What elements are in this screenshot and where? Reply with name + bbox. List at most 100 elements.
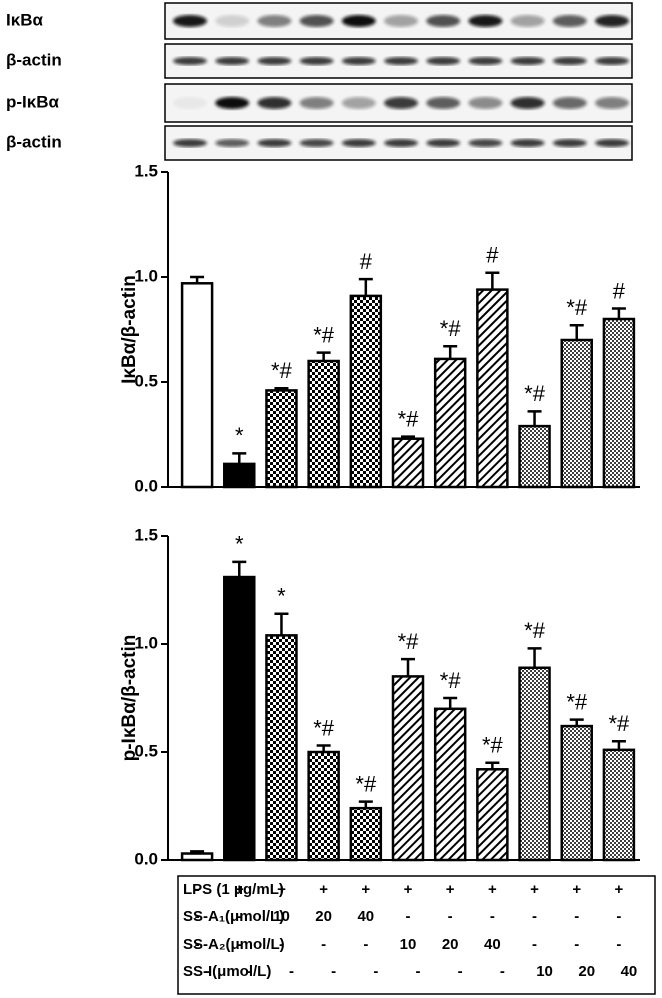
annotation: #: [613, 278, 626, 303]
bar: [223, 575, 256, 862]
error-bar: [485, 761, 500, 770]
bar: [602, 317, 636, 489]
bar: [349, 294, 383, 489]
cell: +: [277, 881, 286, 898]
table-frame: [177, 875, 656, 995]
cell: 10: [273, 908, 290, 925]
cell: -: [247, 963, 252, 980]
blot-band: [341, 15, 376, 27]
blot-band: [341, 139, 376, 147]
y-tick-label: 1.5: [134, 161, 158, 180]
blot-band: [173, 139, 207, 147]
cell: -: [448, 908, 453, 925]
blot-band: [384, 139, 418, 147]
blot-band: [299, 15, 334, 27]
blot-label: β-actin: [6, 50, 62, 69]
cell: -: [574, 908, 579, 925]
cell: -: [416, 963, 421, 980]
error-bar: [358, 800, 373, 809]
blot-band: [257, 15, 292, 27]
annotation: *#: [524, 381, 546, 406]
error-bar: [232, 560, 247, 578]
annotation: *#: [398, 629, 420, 654]
cell: -: [321, 936, 326, 953]
error-bar: [274, 612, 289, 636]
cell: 20: [315, 908, 332, 925]
blot-band: [468, 139, 503, 147]
error-bar: [443, 345, 458, 359]
error-bar: [401, 435, 415, 439]
blot-band: [341, 57, 376, 65]
bar: [180, 282, 214, 489]
cell: 40: [621, 963, 638, 980]
annotation: *#: [398, 406, 420, 431]
annotation: *#: [271, 358, 293, 383]
error-bar: [190, 275, 205, 284]
blot-band: [510, 139, 545, 147]
annotation: *#: [440, 316, 462, 341]
cell: -: [373, 963, 378, 980]
blot-band: [215, 139, 250, 147]
blot-band: [510, 57, 545, 65]
blot-band: [257, 139, 292, 147]
error-bar: [443, 696, 458, 709]
cell: +: [530, 881, 539, 898]
cell: -: [289, 963, 294, 980]
blot-band: [426, 15, 461, 27]
y-tick-label: 0.0: [134, 849, 158, 868]
blot-band: [173, 15, 207, 27]
error-bar: [401, 657, 415, 677]
bar: [433, 707, 467, 862]
error-bar: [316, 351, 331, 361]
blot-band: [552, 57, 587, 65]
y-tick-label: 1.0: [134, 266, 158, 285]
blot-band: [468, 57, 503, 65]
blot-band: [215, 57, 250, 65]
annotation: *#: [566, 295, 588, 320]
blot-band: [215, 15, 250, 27]
row-label: SS-A₁(μmol/L): [183, 908, 284, 925]
cell: 20: [578, 963, 595, 980]
blot-band: [426, 57, 461, 65]
bar: [518, 666, 551, 862]
cell: -: [331, 963, 336, 980]
cell: 10: [536, 963, 553, 980]
blot-band: [552, 15, 587, 27]
blot-label: p-IκBα: [6, 92, 60, 111]
blot-band: [299, 139, 334, 147]
cell: -: [406, 908, 411, 925]
cell: -: [616, 936, 621, 953]
bar: [476, 288, 509, 489]
cell: -: [237, 936, 242, 953]
blot-band: [595, 57, 629, 65]
error-bar: [358, 277, 373, 296]
error-bar: [569, 718, 584, 727]
blot-band: [173, 57, 207, 65]
cell: -: [616, 908, 621, 925]
blot-band: [510, 97, 545, 109]
row-label: LPS (1 μg/mL): [183, 881, 284, 898]
blot-band: [595, 97, 629, 109]
cell: -: [458, 963, 463, 980]
cell: -: [195, 908, 200, 925]
row-label: SS-A₂(μmol/L): [183, 936, 285, 953]
error-bar: [190, 850, 205, 854]
bar: [476, 768, 509, 862]
blot-band: [552, 139, 587, 147]
bar: [307, 359, 340, 489]
error-bar: [274, 387, 289, 391]
blot-band: [215, 97, 250, 109]
cell: 40: [357, 908, 374, 925]
blot-band: [595, 139, 629, 147]
annotation: #: [360, 249, 373, 274]
cell: -: [500, 963, 505, 980]
cell: 20: [442, 936, 459, 953]
cell: -: [532, 908, 537, 925]
y-tick-label: 0.5: [134, 741, 158, 760]
blot-band: [384, 57, 418, 65]
bar: [265, 634, 298, 862]
cell: +: [361, 881, 370, 898]
annotation: *#: [609, 711, 631, 736]
annotation: *: [277, 584, 286, 609]
